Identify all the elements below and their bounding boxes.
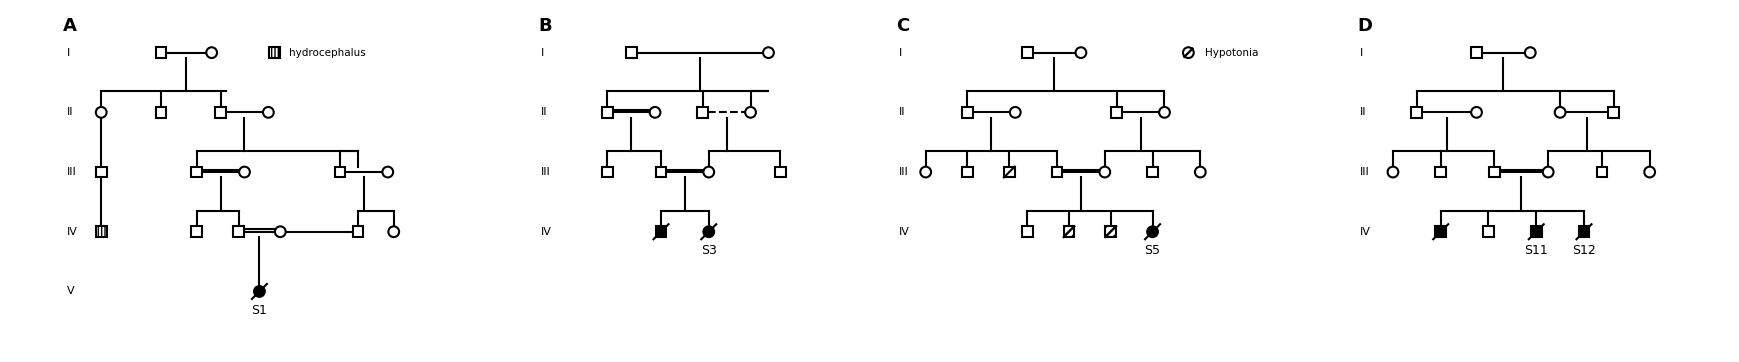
Ellipse shape <box>1195 167 1205 177</box>
Ellipse shape <box>1099 167 1109 177</box>
Text: I: I <box>541 48 543 58</box>
Text: C: C <box>896 17 908 35</box>
Text: III: III <box>541 167 550 177</box>
FancyBboxPatch shape <box>1530 226 1541 237</box>
FancyBboxPatch shape <box>334 167 344 177</box>
Ellipse shape <box>920 167 930 177</box>
Text: hydrocephalus: hydrocephalus <box>289 48 365 58</box>
FancyBboxPatch shape <box>962 107 972 118</box>
Ellipse shape <box>275 226 285 237</box>
Text: S11: S11 <box>1523 244 1548 257</box>
Ellipse shape <box>1555 107 1565 118</box>
Ellipse shape <box>1009 107 1021 118</box>
FancyBboxPatch shape <box>155 107 167 118</box>
FancyBboxPatch shape <box>1111 107 1122 118</box>
FancyBboxPatch shape <box>155 47 167 58</box>
Ellipse shape <box>383 167 393 177</box>
FancyBboxPatch shape <box>626 47 636 58</box>
Text: IV: IV <box>66 227 78 237</box>
FancyBboxPatch shape <box>353 226 363 237</box>
FancyBboxPatch shape <box>656 226 666 237</box>
FancyBboxPatch shape <box>1469 47 1482 58</box>
Ellipse shape <box>238 167 250 177</box>
Text: IV: IV <box>541 227 551 237</box>
FancyBboxPatch shape <box>1063 226 1073 237</box>
Text: I: I <box>66 48 70 58</box>
FancyBboxPatch shape <box>1435 167 1445 177</box>
FancyBboxPatch shape <box>96 167 106 177</box>
FancyBboxPatch shape <box>1607 107 1619 118</box>
FancyBboxPatch shape <box>602 167 612 177</box>
Ellipse shape <box>263 107 273 118</box>
Ellipse shape <box>1542 167 1553 177</box>
Text: D: D <box>1356 17 1372 35</box>
FancyBboxPatch shape <box>1435 226 1445 237</box>
Text: B: B <box>539 17 551 35</box>
Ellipse shape <box>207 47 217 58</box>
Text: Hypotonia: Hypotonia <box>1205 48 1257 58</box>
Ellipse shape <box>763 47 774 58</box>
FancyBboxPatch shape <box>1410 107 1421 118</box>
FancyBboxPatch shape <box>191 167 202 177</box>
Ellipse shape <box>1643 167 1654 177</box>
Text: S1: S1 <box>252 304 268 317</box>
Text: S5: S5 <box>1144 244 1160 257</box>
FancyBboxPatch shape <box>1050 167 1063 177</box>
FancyBboxPatch shape <box>697 107 708 118</box>
Ellipse shape <box>1075 47 1085 58</box>
Ellipse shape <box>388 226 398 237</box>
Text: IV: IV <box>899 227 909 237</box>
FancyBboxPatch shape <box>1104 226 1115 237</box>
FancyBboxPatch shape <box>1577 226 1588 237</box>
Ellipse shape <box>96 107 106 118</box>
Text: III: III <box>1360 167 1369 177</box>
FancyBboxPatch shape <box>216 107 226 118</box>
Ellipse shape <box>1469 107 1482 118</box>
Ellipse shape <box>649 107 661 118</box>
Ellipse shape <box>1158 107 1169 118</box>
FancyBboxPatch shape <box>191 226 202 237</box>
Ellipse shape <box>1183 47 1193 58</box>
FancyBboxPatch shape <box>1489 167 1499 177</box>
FancyBboxPatch shape <box>774 167 786 177</box>
FancyBboxPatch shape <box>602 107 612 118</box>
Ellipse shape <box>703 226 713 237</box>
Text: A: A <box>63 17 77 35</box>
Text: I: I <box>899 48 901 58</box>
FancyBboxPatch shape <box>1003 167 1014 177</box>
Text: II: II <box>1360 108 1365 117</box>
Text: II: II <box>541 108 546 117</box>
FancyBboxPatch shape <box>233 226 243 237</box>
Ellipse shape <box>1146 226 1156 237</box>
FancyBboxPatch shape <box>656 167 666 177</box>
Text: V: V <box>66 286 75 296</box>
Ellipse shape <box>1523 47 1536 58</box>
FancyBboxPatch shape <box>1482 226 1494 237</box>
FancyBboxPatch shape <box>1146 167 1156 177</box>
Ellipse shape <box>254 286 264 297</box>
FancyBboxPatch shape <box>1596 167 1607 177</box>
Ellipse shape <box>744 107 755 118</box>
Text: I: I <box>1360 48 1363 58</box>
FancyBboxPatch shape <box>962 167 972 177</box>
Text: III: III <box>66 167 77 177</box>
Text: IV: IV <box>1360 227 1370 237</box>
Text: S3: S3 <box>701 244 716 257</box>
FancyBboxPatch shape <box>96 226 106 237</box>
Text: II: II <box>899 108 904 117</box>
Ellipse shape <box>703 167 713 177</box>
Text: III: III <box>899 167 908 177</box>
Ellipse shape <box>1386 167 1398 177</box>
FancyBboxPatch shape <box>1021 226 1031 237</box>
Text: II: II <box>66 108 73 117</box>
FancyBboxPatch shape <box>1021 47 1031 58</box>
Text: S12: S12 <box>1572 244 1595 257</box>
FancyBboxPatch shape <box>270 47 280 58</box>
